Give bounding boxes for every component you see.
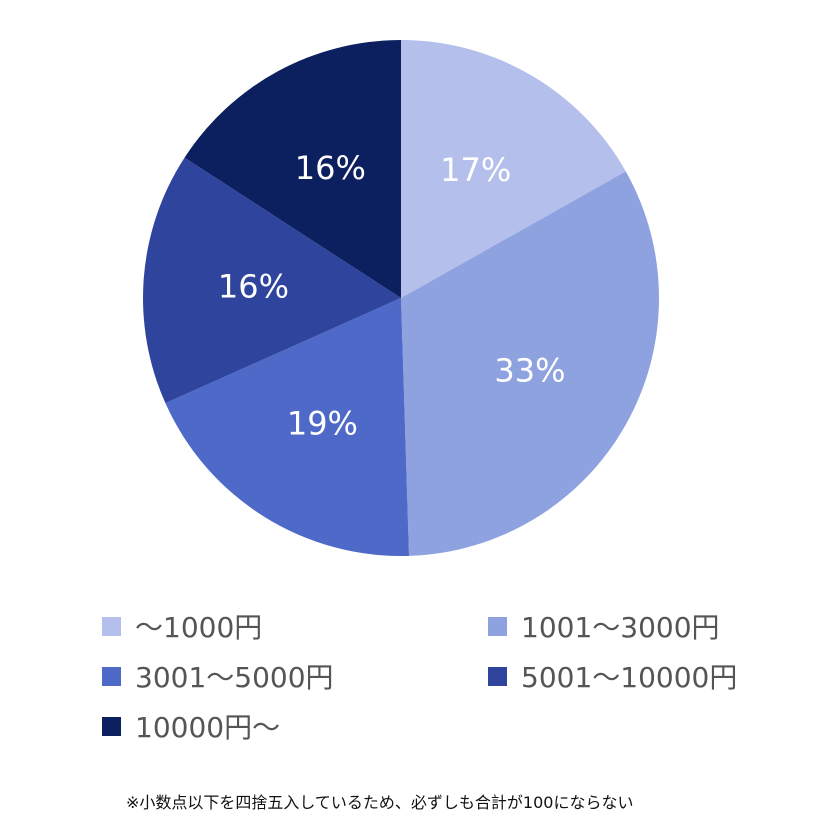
legend-swatch-3 xyxy=(488,666,507,686)
footnote: ※小数点以下を四捨五入しているため、必ずしも合計が100にならない xyxy=(126,793,634,812)
pie-slice-1 xyxy=(401,171,660,556)
legend-swatch-2 xyxy=(102,666,121,686)
legend-item-0: ～1000円 xyxy=(102,606,262,646)
pie-slice-2 xyxy=(165,298,410,557)
legend-swatch-4 xyxy=(102,716,121,736)
legend-label-2: 3001～5000円 xyxy=(135,661,334,694)
pie-slice-3 xyxy=(142,157,401,404)
legend-swatch-1 xyxy=(488,616,507,636)
pie-value-label-0: 17% xyxy=(440,151,511,189)
legend-label-3: 5001～10000円 xyxy=(521,661,738,694)
legend-item-4: 10000円～ xyxy=(102,706,280,746)
pie-slices xyxy=(142,40,660,557)
legend-label-4: 10000円～ xyxy=(135,711,281,744)
pie-value-label-3: 16% xyxy=(218,268,289,306)
pie-value-label-4: 16% xyxy=(295,149,366,187)
pie-value-label-2: 19% xyxy=(287,404,358,442)
legend-item-3: 5001～10000円 xyxy=(488,656,737,696)
legend-label-1: 1001～3000円 xyxy=(521,611,720,644)
legend-swatch-0 xyxy=(102,616,121,636)
legend-item-1: 1001～3000円 xyxy=(488,606,720,646)
pie-value-label-1: 33% xyxy=(494,352,565,390)
pie-slice-0 xyxy=(401,40,626,298)
pie-chart: 17% 33% 19% 16% 16% xyxy=(142,40,660,557)
pie-slice-4 xyxy=(184,40,401,298)
legend-item-2: 3001～5000円 xyxy=(102,656,334,696)
legend-label-0: ～1000円 xyxy=(135,611,263,644)
pie-value-labels: 17% 33% 19% 16% 16% xyxy=(218,149,566,442)
